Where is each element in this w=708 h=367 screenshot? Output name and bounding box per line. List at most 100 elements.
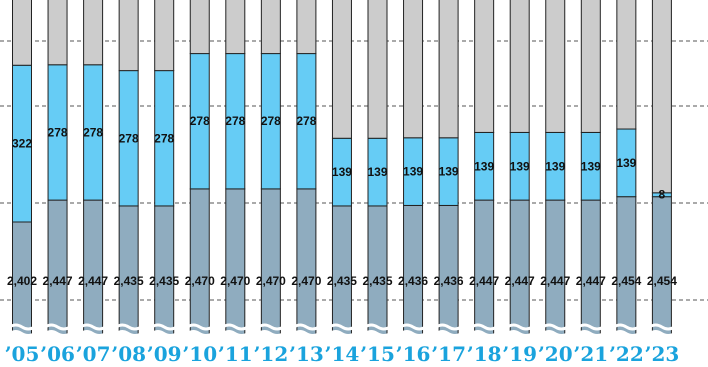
segment-label-middle: 139 — [474, 159, 494, 173]
axis-break-fill — [116, 330, 142, 342]
segment-label-bottom: 2,435 — [362, 274, 392, 288]
axis-break-fill — [258, 330, 284, 342]
bar-segment-bottom — [403, 204, 424, 337]
segment-label-bottom: 2,447 — [43, 274, 73, 288]
bar-segment-top — [545, 0, 566, 133]
axis-break-line — [221, 323, 249, 331]
x-tick-label: ’17 — [431, 342, 466, 366]
axis-break-line — [44, 323, 71, 331]
gridlines — [0, 40, 708, 301]
axis-break-line — [79, 323, 107, 331]
axis-break-fill — [222, 330, 248, 342]
segment-label-bottom: 2,470 — [256, 274, 286, 288]
x-tick-label: ’18 — [467, 342, 502, 366]
axis-break-line — [364, 323, 391, 331]
bar-segment-top — [616, 0, 637, 130]
segment-label-bottom: 2,470 — [220, 274, 250, 288]
bar-segment-top — [189, 0, 210, 55]
bar-segment-top — [474, 0, 495, 133]
x-tick-label: ’09 — [147, 342, 182, 366]
axis-break-line — [186, 323, 214, 331]
x-tick-label: ’05 — [5, 342, 40, 366]
bar-segment-bottom — [367, 205, 388, 337]
x-tick-label: ’08 — [111, 342, 146, 366]
axis-break-line — [470, 323, 498, 331]
x-tick-label: ’14 — [325, 342, 360, 366]
segment-label-bottom: 2,470 — [291, 274, 321, 288]
bar-segment-bottom — [47, 199, 68, 337]
axis-break-line — [150, 323, 178, 331]
segment-label-bottom: 2,435 — [114, 274, 144, 288]
axis-break-fill — [151, 330, 177, 342]
segment-label-bottom: 2,454 — [647, 274, 677, 288]
axis-break-fill — [80, 330, 106, 342]
segment-label-middle: 278 — [296, 114, 316, 128]
bar-segment-top — [154, 0, 175, 72]
segment-label-middle: 278 — [154, 131, 174, 145]
bar-segment-bottom — [331, 205, 352, 337]
axis-break-line — [541, 323, 569, 331]
bar-segment-bottom — [118, 205, 139, 337]
axis-break-line — [399, 323, 427, 331]
bar-segment-bottom — [189, 188, 210, 337]
segment-label-bottom: 2,435 — [327, 274, 357, 288]
x-tick-label: ’19 — [502, 342, 537, 366]
x-tick-label: ’23 — [645, 342, 680, 366]
bar-segment-bottom — [225, 188, 246, 337]
segment-label-middle: 278 — [261, 114, 281, 128]
bar-segment-bottom — [545, 199, 566, 337]
bar-segment-top — [651, 0, 672, 194]
segment-label-middle: 8 — [659, 188, 666, 202]
bar-segment-top — [580, 0, 601, 133]
axis-break-fill — [507, 330, 533, 342]
bar-segment-bottom — [651, 196, 672, 337]
axis-break-fill — [365, 330, 390, 342]
segment-label-middle: 139 — [332, 165, 352, 179]
bar-segment-top — [403, 0, 424, 139]
bar-segment-top — [438, 0, 459, 139]
axis-break-fill — [542, 330, 568, 342]
segment-label-middle: 139 — [545, 159, 565, 173]
bar-segment-top — [47, 0, 68, 66]
segment-label-middle: 278 — [83, 125, 103, 139]
x-tick-label: ’06 — [40, 342, 75, 366]
axis-break-line — [257, 323, 285, 331]
bar-segment-bottom — [580, 199, 601, 337]
x-tick-label: ’12 — [253, 342, 288, 366]
bar-segment-top — [12, 0, 32, 66]
segment-label-middle: 322 — [12, 137, 32, 151]
axis-break-fill — [578, 330, 604, 342]
segment-label-bottom: 2,454 — [611, 274, 641, 288]
bar-segment-top — [83, 0, 104, 66]
axis-break-line — [506, 323, 534, 331]
segment-label-middle: 278 — [48, 125, 68, 139]
segment-label-middle: 278 — [190, 114, 210, 128]
segment-label-bottom: 2,447 — [78, 274, 108, 288]
segment-label-middle: 139 — [439, 165, 459, 179]
x-tick-label: ’11 — [218, 342, 253, 366]
axis-break-line — [577, 323, 605, 331]
axis-break-fill — [436, 330, 462, 342]
x-tick-label: ’16 — [396, 342, 431, 366]
axis-break-fill — [9, 330, 35, 342]
segment-label-bottom: 2,470 — [185, 274, 215, 288]
segment-label-middle: 278 — [119, 131, 139, 145]
bar-segment-top — [509, 0, 530, 133]
segment-label-middle: 139 — [581, 159, 601, 173]
axis-break-fill — [293, 330, 319, 342]
axis-break-line — [293, 323, 320, 331]
segment-label-middle: 139 — [510, 159, 530, 173]
bar-segment-top — [296, 0, 317, 55]
x-tick-label: ’22 — [609, 342, 644, 366]
bar-segment-top — [225, 0, 246, 55]
bar-segment-bottom — [438, 204, 459, 337]
segment-label-bottom: 2,447 — [469, 274, 499, 288]
segment-label-bottom: 2,436 — [434, 274, 464, 288]
axis-break-fill — [613, 330, 639, 342]
bar-segment-top — [260, 0, 281, 55]
axis-break-line — [8, 323, 36, 331]
segment-label-middle: 139 — [403, 165, 423, 179]
axis-break-fill — [400, 330, 426, 342]
segment-label-middle: 139 — [616, 156, 636, 170]
segment-label-bottom: 2,447 — [505, 274, 535, 288]
